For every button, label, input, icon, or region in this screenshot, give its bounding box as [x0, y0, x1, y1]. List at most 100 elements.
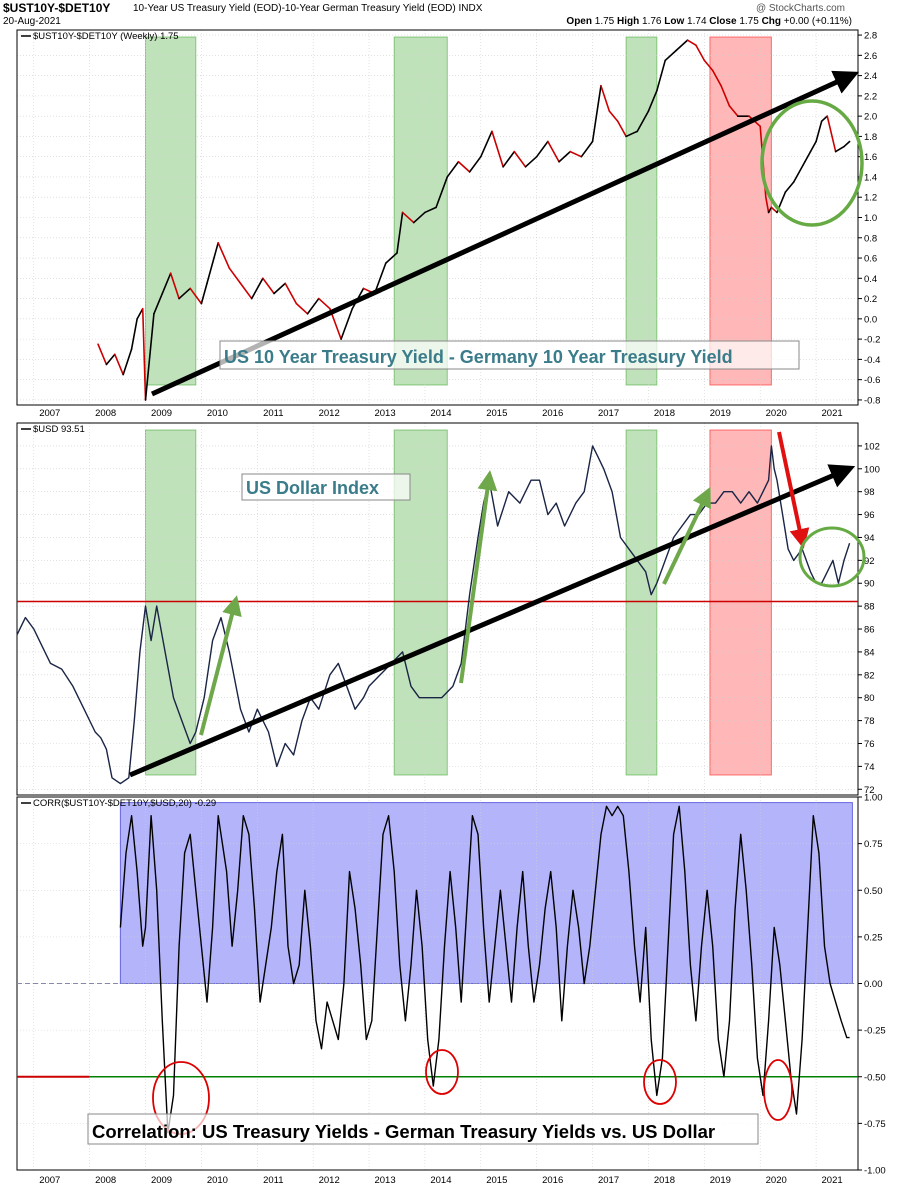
- trend-arrow-usd: [129, 464, 856, 778]
- x-tick-label: 2009: [151, 408, 172, 419]
- spread-annotation: US 10 Year Treasury Yield - Germany 10 Y…: [224, 347, 733, 367]
- y-tick-label: -0.25: [864, 1026, 886, 1037]
- y-tick-label: 1.8: [864, 132, 877, 143]
- red-circle-3: [643, 1059, 677, 1105]
- x-tick-label: 2019: [710, 408, 731, 419]
- chart-header: $UST10Y-$DET10Y 10-Year US Treasury Yiel…: [0, 0, 900, 30]
- spread-segment: [239, 282, 253, 300]
- spread-segment: [815, 120, 823, 143]
- brand-label: @ StockCharts.com: [755, 3, 845, 14]
- spread-segment: [608, 110, 619, 123]
- green-arrow-2: [459, 470, 498, 684]
- x-tick-label: 2007: [39, 408, 60, 419]
- green-band-2-3: [625, 429, 658, 776]
- x-tick-label: 2012: [319, 408, 340, 419]
- usd-line: [16, 445, 851, 785]
- spread-segment: [206, 242, 219, 285]
- spread-segment: [711, 69, 722, 87]
- spread-segment: [600, 84, 611, 112]
- spread-segment: [834, 145, 845, 153]
- spread-segment: [616, 120, 627, 138]
- x-tick-label: 2012: [319, 1175, 340, 1186]
- spread-segment: [250, 277, 264, 300]
- x-tick-label: 2008: [95, 408, 116, 419]
- y-tick-label: 88: [864, 602, 875, 613]
- spread-segment: [647, 90, 658, 112]
- red-circle-2: [425, 1049, 459, 1095]
- x-tick-label: 2015: [486, 408, 507, 419]
- y-tick-label: 72: [864, 785, 875, 796]
- green-band-1-1: [145, 36, 197, 386]
- spread-segment: [435, 176, 449, 209]
- spread-segment: [491, 130, 504, 168]
- spread-segment: [580, 140, 594, 158]
- spread-annotation-box: [219, 340, 800, 370]
- spread-segment: [558, 150, 572, 163]
- spread-segment: [200, 282, 208, 305]
- x-tick-label: 2009: [151, 1175, 172, 1186]
- y-tick-label: 74: [864, 762, 875, 773]
- spread-segment: [317, 297, 331, 310]
- x-tick-label: 2018: [654, 1175, 675, 1186]
- y-tick-label: 76: [864, 739, 875, 750]
- red-arrow: [777, 431, 810, 549]
- spread-segment: [457, 160, 471, 173]
- y-tick-label: 94: [864, 533, 875, 544]
- spread-segment: [843, 140, 851, 148]
- green-band-2-1: [145, 429, 197, 776]
- x-tick-label: 2021: [822, 1175, 843, 1186]
- spread-segment: [728, 105, 739, 117]
- spread-segment: [513, 150, 527, 168]
- spread-segment: [189, 287, 203, 305]
- legend-label-1: $UST10Y-$DET10Y (Weekly) 1.75: [33, 31, 179, 42]
- panel-frame-1: [16, 29, 859, 406]
- x-tick-label: 2019: [710, 1175, 731, 1186]
- spread-segment: [396, 211, 404, 254]
- spread-segment: [97, 343, 108, 366]
- spread-segment: [295, 302, 309, 315]
- spread-segment: [153, 292, 164, 315]
- y-tick-label: -0.2: [864, 335, 880, 346]
- y-tick-label: 92: [864, 556, 875, 567]
- y-tick-label: 0.0: [864, 314, 877, 325]
- spread-segment: [122, 348, 133, 376]
- y-tick-label: 90: [864, 579, 875, 590]
- spread-segment: [502, 150, 516, 168]
- spread-segment: [686, 39, 697, 47]
- y-tick-label: 1.6: [864, 152, 877, 163]
- symbol-description: 10-Year US Treasury Yield (EOD)-10-Year …: [133, 3, 483, 14]
- spread-segment: [826, 115, 837, 153]
- y-tick-label: 80: [864, 693, 875, 704]
- spread-segment: [144, 312, 155, 401]
- spread-segment: [228, 267, 242, 285]
- spread-segment: [767, 206, 773, 214]
- spread-segment: [306, 297, 320, 315]
- spread-segment: [161, 272, 172, 295]
- x-tick-label: 2020: [766, 1175, 787, 1186]
- green-arrow-3: [662, 486, 711, 585]
- y-tick-label: -1.00: [864, 1166, 886, 1177]
- y-tick-label: 0.2: [864, 294, 877, 305]
- spread-segment: [720, 84, 731, 107]
- corr-line: [119, 805, 850, 1134]
- spread-segment: [113, 353, 124, 376]
- x-tick-label: 2013: [374, 1175, 395, 1186]
- x-tick-label: 2011: [263, 1175, 283, 1186]
- y-tick-label: 0.50: [864, 886, 883, 897]
- spread-segment: [770, 206, 778, 214]
- legend-label-2: $USD 93.51: [33, 424, 85, 435]
- spread-segment: [141, 307, 147, 401]
- x-tick-label: 2015: [486, 1175, 507, 1186]
- spread-segment: [820, 115, 829, 123]
- green-circle-spread: [760, 99, 864, 227]
- spread-segment: [547, 140, 560, 163]
- spread-segment: [524, 155, 538, 168]
- x-tick-label: 2010: [207, 1175, 228, 1186]
- spread-segment: [809, 140, 817, 153]
- spread-segment: [664, 49, 678, 62]
- y-tick-label: 0.25: [864, 932, 883, 943]
- y-tick-label: 1.2: [864, 193, 877, 204]
- x-tick-label: 2016: [542, 1175, 563, 1186]
- spread-segment: [535, 140, 549, 158]
- y-tick-label: 0.6: [864, 254, 877, 265]
